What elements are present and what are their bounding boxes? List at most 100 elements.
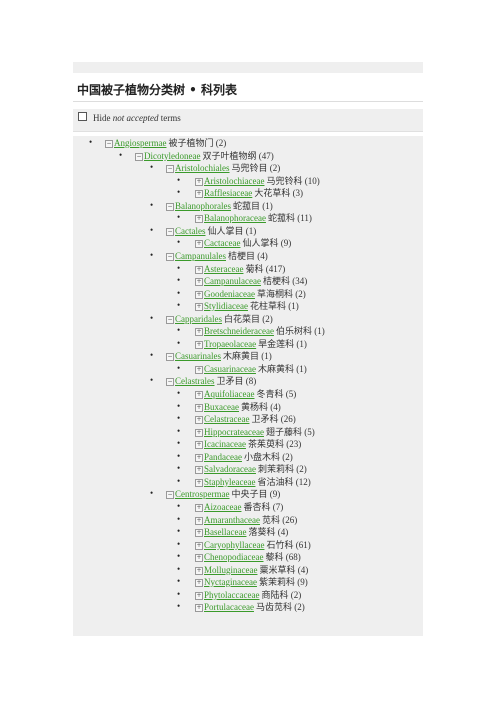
collapse-icon[interactable]: − <box>166 164 174 173</box>
expand-icon[interactable]: + <box>195 239 203 248</box>
hide-not-accepted-label[interactable]: Hide not accepted terms <box>93 113 181 123</box>
tree-bullet: • <box>177 212 181 222</box>
expand-icon[interactable]: + <box>195 516 203 525</box>
taxon-chinese-name: 落葵科 (4) <box>248 527 289 537</box>
expand-icon[interactable]: + <box>195 503 203 512</box>
taxon-link[interactable]: Aristolochiaceae <box>204 176 265 186</box>
tree-bullet: • <box>177 438 181 448</box>
expand-icon[interactable]: + <box>195 403 203 412</box>
expand-icon[interactable]: + <box>195 214 203 223</box>
tree-node: − Balanophorales 蛇菰目 (1) <box>166 200 273 212</box>
taxon-link[interactable]: Centrospermae <box>175 489 230 499</box>
taxon-chinese-name: 苋科 (26) <box>261 515 298 525</box>
taxon-link[interactable]: Portulacaceae <box>204 602 254 612</box>
taxon-link[interactable]: Salvadoraceae <box>204 464 256 474</box>
collapse-icon[interactable]: − <box>166 352 174 361</box>
expand-icon[interactable]: + <box>195 591 203 600</box>
taxon-link[interactable]: Hippocrateaceae <box>204 427 264 437</box>
tree-node: + Nyctaginaceae 紫茉莉科 (9) <box>195 576 308 588</box>
taxon-link[interactable]: Basellaceae <box>204 527 247 537</box>
taxon-link[interactable]: Aizoaceae <box>204 502 242 512</box>
taxon-chinese-name: 粟米草科 (4) <box>259 565 309 575</box>
taxon-link[interactable]: Stylidiaceae <box>204 301 248 311</box>
taxon-link[interactable]: Asteraceae <box>204 264 244 274</box>
expand-icon[interactable]: + <box>195 566 203 575</box>
tree-bullet: • <box>177 576 181 586</box>
taxon-link[interactable]: Capparidales <box>175 314 222 324</box>
expand-icon[interactable]: + <box>195 390 203 399</box>
expand-icon[interactable]: + <box>195 428 203 437</box>
taxon-chinese-name: 冬青科 (5) <box>256 389 297 399</box>
taxon-link[interactable]: Rafflesiaceae <box>204 188 253 198</box>
taxon-link[interactable]: Dicotyledoneae <box>144 151 201 161</box>
taxon-chinese-name: 小盘木科 (2) <box>243 452 293 462</box>
expand-icon[interactable]: + <box>195 541 203 550</box>
tree-bullet: • <box>177 426 181 436</box>
expand-icon[interactable]: + <box>195 277 203 286</box>
expand-icon[interactable]: + <box>195 603 203 612</box>
taxon-link[interactable]: Chenopodiaceae <box>204 552 264 562</box>
taxon-link[interactable]: Tropaeolaceae <box>204 339 257 349</box>
expand-icon[interactable]: + <box>195 553 203 562</box>
taxon-link[interactable]: Staphyleaceae <box>204 477 256 487</box>
taxon-link[interactable]: Bretschneideraceae <box>204 326 274 336</box>
taxon-link[interactable]: Goodeniaceae <box>204 289 255 299</box>
taxon-link[interactable]: Buxaceae <box>204 402 239 412</box>
taxon-link[interactable]: Amaranthaceae <box>204 515 260 525</box>
taxon-link[interactable]: Caryophyllaceae <box>204 540 265 550</box>
expand-icon[interactable]: + <box>195 478 203 487</box>
tree-bullet: • <box>177 463 181 473</box>
taxon-link[interactable]: Balanophoraceae <box>204 213 266 223</box>
tree-node: − Campanulales 桔梗目 (4) <box>166 250 268 262</box>
expand-icon[interactable]: + <box>195 528 203 537</box>
expand-icon[interactable]: + <box>195 189 203 198</box>
expand-icon[interactable]: + <box>195 415 203 424</box>
taxon-link[interactable]: Celastrales <box>175 376 215 386</box>
expand-icon[interactable]: + <box>195 465 203 474</box>
taxon-chinese-name: 仙人掌科 (9) <box>242 238 292 248</box>
taxon-link[interactable]: Celastraceae <box>204 414 250 424</box>
taxon-link[interactable]: Casuarinales <box>175 351 221 361</box>
tree-node: + Molluginaceae 粟米草科 (4) <box>195 564 308 576</box>
taxon-link[interactable]: Balanophorales <box>175 201 231 211</box>
taxon-link[interactable]: Cactaceae <box>204 238 241 248</box>
expand-icon[interactable]: + <box>195 177 203 186</box>
taxon-chinese-name: 蛇菰目 (1) <box>232 201 273 211</box>
collapse-icon[interactable]: − <box>166 315 174 324</box>
tree-node: + Goodeniaceae 草海桐科 (2) <box>195 288 306 300</box>
taxon-link[interactable]: Nyctaginaceae <box>204 577 257 587</box>
expand-icon[interactable]: + <box>195 265 203 274</box>
tree-node: + Portulacaceae 马齿苋科 (2) <box>195 601 305 613</box>
filter-row: Hide not accepted terms <box>73 109 423 132</box>
expand-icon[interactable]: + <box>195 578 203 587</box>
collapse-icon[interactable]: − <box>166 202 174 211</box>
taxon-link[interactable]: Icacinaceae <box>204 439 246 449</box>
collapse-icon[interactable]: − <box>166 252 174 261</box>
tree-bullet: • <box>150 350 154 360</box>
collapse-icon[interactable]: − <box>166 377 174 386</box>
taxon-link[interactable]: Angiospermae <box>114 138 167 148</box>
taxon-link[interactable]: Molluginaceae <box>204 565 258 575</box>
taxon-link[interactable]: Campanulales <box>175 251 226 261</box>
taxon-link[interactable]: Phytolaccaceae <box>204 590 260 600</box>
collapse-icon[interactable]: − <box>166 227 174 236</box>
taxon-link[interactable]: Campanulaceae <box>204 276 261 286</box>
expand-icon[interactable]: + <box>195 327 203 336</box>
taxon-link[interactable]: Pandaceae <box>204 452 242 462</box>
expand-icon[interactable]: + <box>195 365 203 374</box>
taxon-chinese-name: 藜科 (68) <box>265 552 301 562</box>
hide-not-accepted-checkbox[interactable] <box>78 112 87 121</box>
tree-bullet: • <box>177 325 181 335</box>
collapse-icon[interactable]: − <box>166 490 174 499</box>
taxon-link[interactable]: Aquifoliaceae <box>204 389 255 399</box>
expand-icon[interactable]: + <box>195 453 203 462</box>
collapse-icon[interactable]: − <box>105 139 113 148</box>
taxon-link[interactable]: Cactales <box>175 226 206 236</box>
taxon-link[interactable]: Aristolochiales <box>175 163 230 173</box>
expand-icon[interactable]: + <box>195 302 203 311</box>
taxon-link[interactable]: Casuarinaceae <box>204 364 256 374</box>
expand-icon[interactable]: + <box>195 340 203 349</box>
expand-icon[interactable]: + <box>195 440 203 449</box>
collapse-icon[interactable]: − <box>135 152 143 161</box>
expand-icon[interactable]: + <box>195 290 203 299</box>
